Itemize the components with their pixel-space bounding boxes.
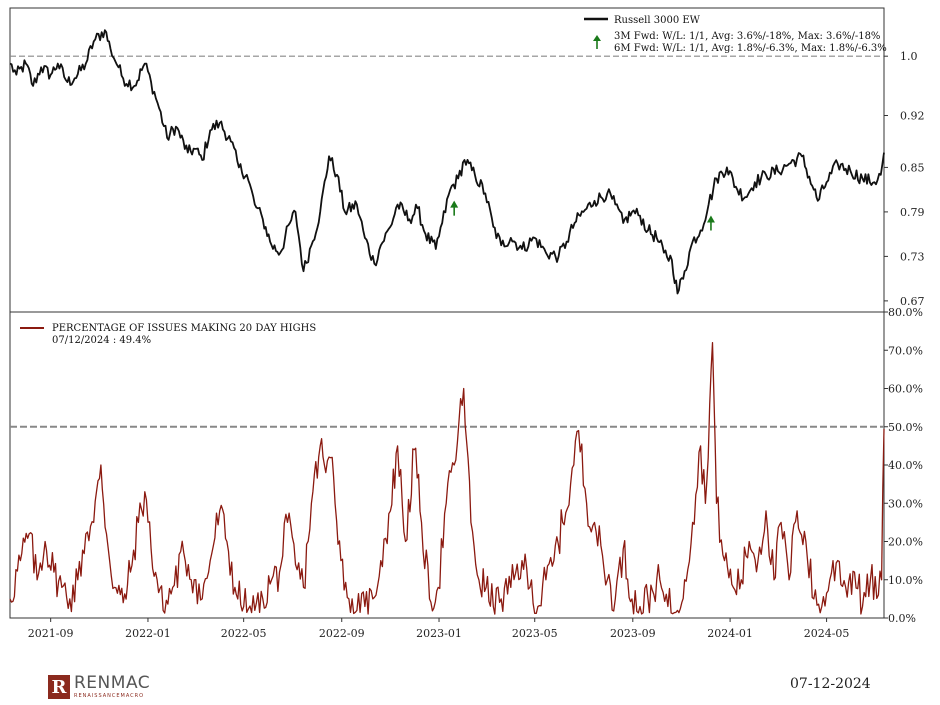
logo-text: RENMAC RENAISSANCEMACRO [74, 675, 150, 699]
breadth-y-tick-label: 70.0% [888, 344, 923, 357]
breadth-legend: PERCENTAGE OF ISSUES MAKING 20 DAY HIGHS… [20, 323, 316, 346]
price-legend: Russell 3000 EW 3M Fwd: W/L: 1/1, Avg: 3… [584, 15, 887, 54]
price-y-tick-label: 0.85 [900, 161, 925, 174]
x-tick-label: 2022-01 [125, 627, 171, 640]
price-y-tick-label: 0.92 [900, 110, 925, 123]
breadth-y-tick-label: 20.0% [888, 536, 923, 549]
footer-date: 07-12-2024 [790, 676, 871, 692]
logo-mark-icon: R [48, 675, 70, 699]
price-legend-label: Russell 3000 EW [614, 15, 701, 26]
breadth-panel: 80.0% 70.0% 60.0% 50.0% 40.0% 30.0% 20.0% 10.0%… [9, 306, 923, 625]
breadth-legend-latest: 07/12/2024 : 49.4% [52, 335, 151, 346]
x-tick-label: 2022-09 [319, 627, 365, 640]
price-legend-stat-3m: 3M Fwd: W/L: 1/1, Avg: 3.6%/-18%, Max: 3… [614, 31, 880, 42]
price-y-tick-label: 0.79 [900, 206, 925, 219]
price-y-tick-label: 0.73 [900, 250, 925, 263]
x-tick-label: 2023-09 [610, 627, 656, 640]
renmac-logo: R RENMAC RENAISSANCEMACRO [48, 674, 150, 700]
breadth-legend-label: PERCENTAGE OF ISSUES MAKING 20 DAY HIGHS [52, 323, 316, 334]
price-y-tick-label: 1.0 [900, 50, 918, 63]
legend-arrow-icon [593, 35, 601, 49]
price-y-tick-label: 0.67 [900, 295, 925, 308]
breadth-y-tick-label: 10.0% [888, 574, 923, 587]
breadth-y-tick-label: 40.0% [888, 459, 923, 472]
signal-arrow-head [450, 200, 459, 208]
x-tick-label: 2022-05 [221, 627, 267, 640]
x-tick-label: 2023-01 [416, 627, 462, 640]
breadth-panel-frame [9, 311, 885, 619]
signal-arrow-icon [706, 215, 715, 231]
breadth-series-line [9, 341, 885, 615]
signal-arrow-head [706, 215, 715, 223]
x-tick-label: 2021-09 [28, 627, 74, 640]
price-legend-stat-6m: 6M Fwd: W/L: 1/1, Avg: 1.8%/-6.3%, Max: … [614, 43, 887, 54]
breadth-y-tick-label: 0.0% [888, 612, 916, 625]
x-axis: 2021-09 2022-01 2022-05 2022-09 2023-01 2023-… [28, 618, 850, 640]
logo-subtitle: RENAISSANCEMACRO [74, 693, 145, 699]
x-tick-label: 2024-01 [707, 627, 753, 640]
breadth-y-tick-label: 60.0% [888, 383, 923, 396]
breadth-y-tick-label: 30.0% [888, 497, 923, 510]
logo-name: RENMAC [74, 673, 151, 693]
breadth-y-tick-label: 80.0% [888, 306, 923, 319]
breadth-y-tick-label: 50.0% [888, 421, 923, 434]
x-tick-label: 2023-05 [512, 627, 558, 640]
x-tick-label: 2024-05 [804, 627, 850, 640]
price-series-line [9, 29, 885, 295]
signal-arrow-icon [450, 200, 459, 216]
